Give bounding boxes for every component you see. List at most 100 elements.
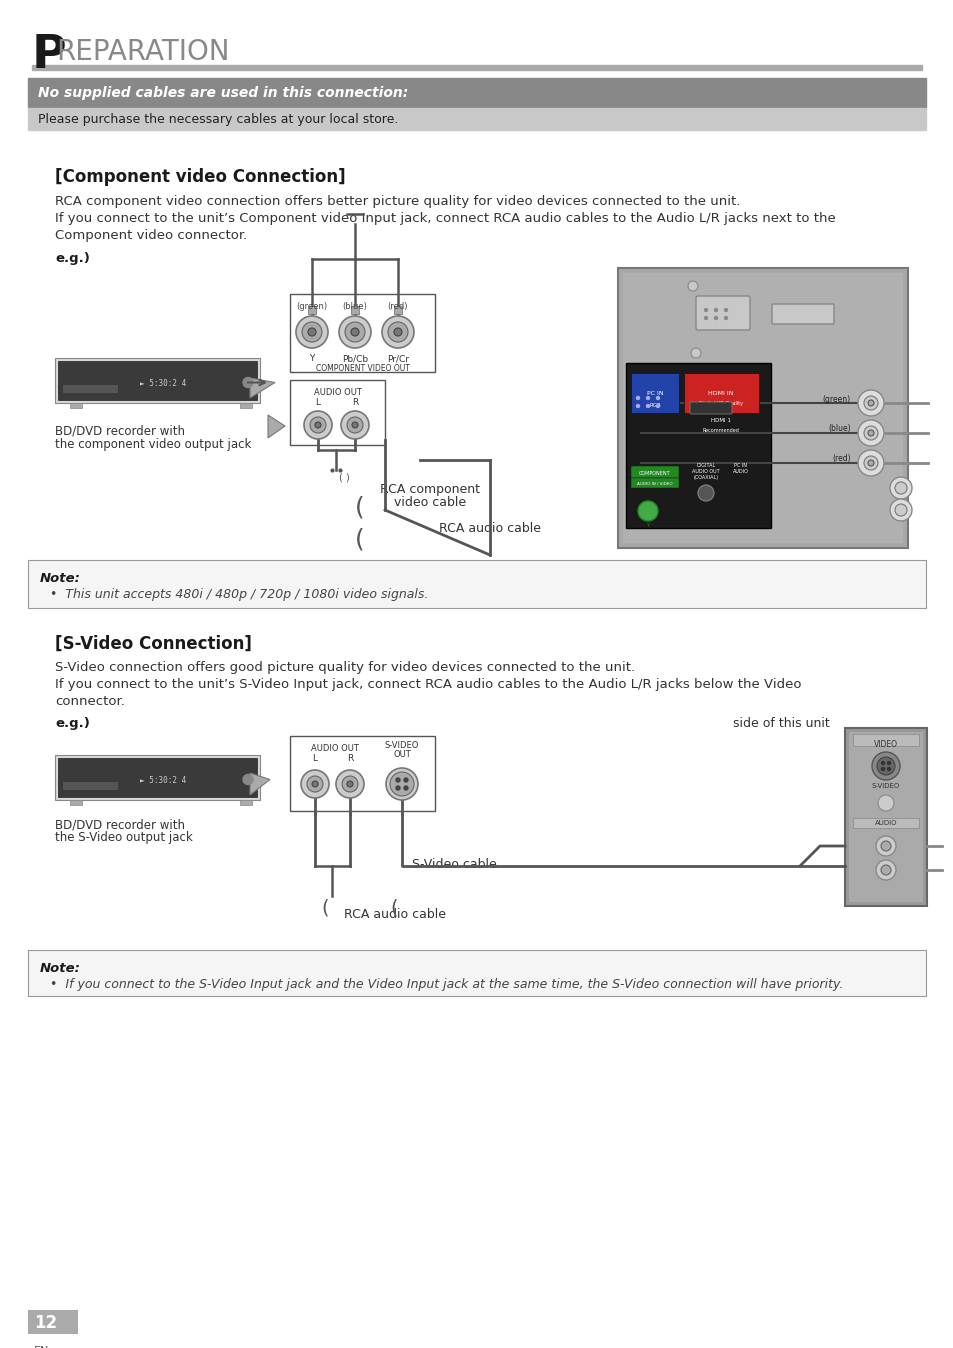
Circle shape: [338, 315, 371, 348]
Text: Digital HD Quality: Digital HD Quality: [699, 400, 742, 406]
Circle shape: [638, 501, 658, 520]
Text: OUT: OUT: [393, 749, 411, 759]
Circle shape: [347, 780, 353, 787]
Circle shape: [351, 328, 358, 336]
Circle shape: [690, 348, 700, 359]
Text: S-VIDEO: S-VIDEO: [871, 783, 900, 789]
Text: HDMI 1: HDMI 1: [710, 418, 730, 423]
Circle shape: [340, 411, 369, 439]
Text: RCA audio cable: RCA audio cable: [438, 522, 540, 535]
Circle shape: [335, 770, 364, 798]
Text: L: L: [315, 398, 320, 407]
FancyBboxPatch shape: [689, 402, 731, 414]
Circle shape: [894, 483, 906, 493]
Text: If you connect to the unit’s S-Video Input jack, connect RCA audio cables to the: If you connect to the unit’s S-Video Inp…: [55, 678, 801, 692]
Bar: [70, 799, 82, 805]
Text: DIGITAL
AUDIO OUT
(COAXIAL): DIGITAL AUDIO OUT (COAXIAL): [692, 462, 720, 480]
Bar: [63, 386, 118, 394]
Circle shape: [714, 309, 717, 311]
Polygon shape: [250, 772, 270, 795]
Bar: [28, 108, 925, 129]
Text: RGB: RGB: [648, 403, 660, 408]
Text: COMPONENT: COMPONENT: [639, 470, 670, 476]
Text: BD/DVD recorder with: BD/DVD recorder with: [55, 425, 185, 438]
Text: e.g.): e.g.): [55, 717, 90, 731]
Circle shape: [863, 396, 877, 410]
Text: AUDIO IN / VIDEO: AUDIO IN / VIDEO: [637, 483, 672, 487]
Text: S-Video cable: S-Video cable: [412, 857, 497, 871]
Text: BD/DVD recorder with: BD/DVD recorder with: [55, 818, 185, 830]
Bar: [844, 728, 926, 906]
Text: the S-Video output jack: the S-Video output jack: [55, 830, 193, 844]
Circle shape: [636, 404, 639, 407]
Text: side of this unit: side of this unit: [733, 717, 829, 731]
Text: •  If you connect to the S-Video Input jack and the Video Input jack at the same: • If you connect to the S-Video Input ja…: [50, 979, 842, 991]
Bar: [622, 274, 902, 543]
Text: (: (: [355, 528, 364, 551]
Circle shape: [394, 328, 401, 336]
Circle shape: [395, 786, 399, 790]
Text: (: (: [321, 898, 329, 917]
Text: ► 5:30:2 4: ► 5:30:2 4: [140, 776, 186, 785]
Circle shape: [304, 411, 332, 439]
Circle shape: [345, 322, 365, 342]
Text: (green): (green): [822, 395, 850, 403]
Text: video cable: video cable: [394, 496, 466, 510]
FancyBboxPatch shape: [696, 297, 749, 330]
Circle shape: [341, 776, 357, 793]
Text: PC IN: PC IN: [646, 391, 662, 396]
Text: No supplied cables are used in this connection:: No supplied cables are used in this conn…: [38, 86, 408, 100]
Circle shape: [656, 396, 659, 399]
Circle shape: [403, 786, 408, 790]
Circle shape: [875, 860, 895, 880]
Text: Y: Y: [646, 523, 649, 528]
Bar: [290, 294, 435, 372]
Text: ( ): ( ): [339, 472, 350, 483]
Circle shape: [714, 317, 717, 319]
Circle shape: [314, 422, 320, 429]
Circle shape: [687, 280, 698, 291]
Circle shape: [312, 780, 317, 787]
Bar: [848, 732, 923, 902]
Bar: [28, 1310, 78, 1335]
Text: L: L: [313, 754, 317, 763]
Text: If you connect to the unit’s Component video Input jack, connect RCA audio cable: If you connect to the unit’s Component v…: [55, 212, 835, 225]
Circle shape: [295, 315, 328, 348]
Polygon shape: [268, 415, 285, 438]
Text: (blue): (blue): [827, 425, 850, 434]
Circle shape: [871, 752, 899, 780]
Circle shape: [347, 417, 363, 433]
Bar: [58, 758, 256, 797]
Circle shape: [857, 450, 883, 476]
Circle shape: [881, 767, 883, 771]
Text: Note:: Note:: [40, 572, 81, 585]
Circle shape: [636, 396, 639, 399]
Circle shape: [723, 309, 727, 311]
Text: e.g.): e.g.): [55, 252, 90, 266]
Circle shape: [881, 762, 883, 764]
Bar: [32, 65, 921, 70]
Bar: [630, 466, 679, 479]
Bar: [683, 373, 759, 412]
Circle shape: [395, 778, 399, 782]
Bar: [28, 950, 925, 996]
Text: Pb/Cb: Pb/Cb: [341, 355, 368, 363]
Text: 12: 12: [34, 1314, 57, 1332]
Text: R: R: [352, 398, 357, 407]
Text: (red): (red): [832, 454, 850, 464]
Bar: [58, 361, 256, 400]
Circle shape: [876, 758, 894, 775]
Circle shape: [302, 322, 322, 342]
Circle shape: [403, 778, 408, 782]
Circle shape: [889, 499, 911, 520]
Bar: [630, 479, 679, 488]
Text: connector.: connector.: [55, 696, 125, 708]
Circle shape: [880, 841, 890, 851]
Bar: [852, 735, 918, 745]
Text: •  This unit accepts 480i / 480p / 720p / 1080i video signals.: • This unit accepts 480i / 480p / 720p /…: [50, 588, 428, 601]
Bar: [28, 559, 925, 608]
Bar: [240, 403, 252, 408]
Text: (green): (green): [296, 302, 327, 311]
Circle shape: [310, 417, 326, 433]
Text: VIDEO: VIDEO: [873, 740, 897, 749]
